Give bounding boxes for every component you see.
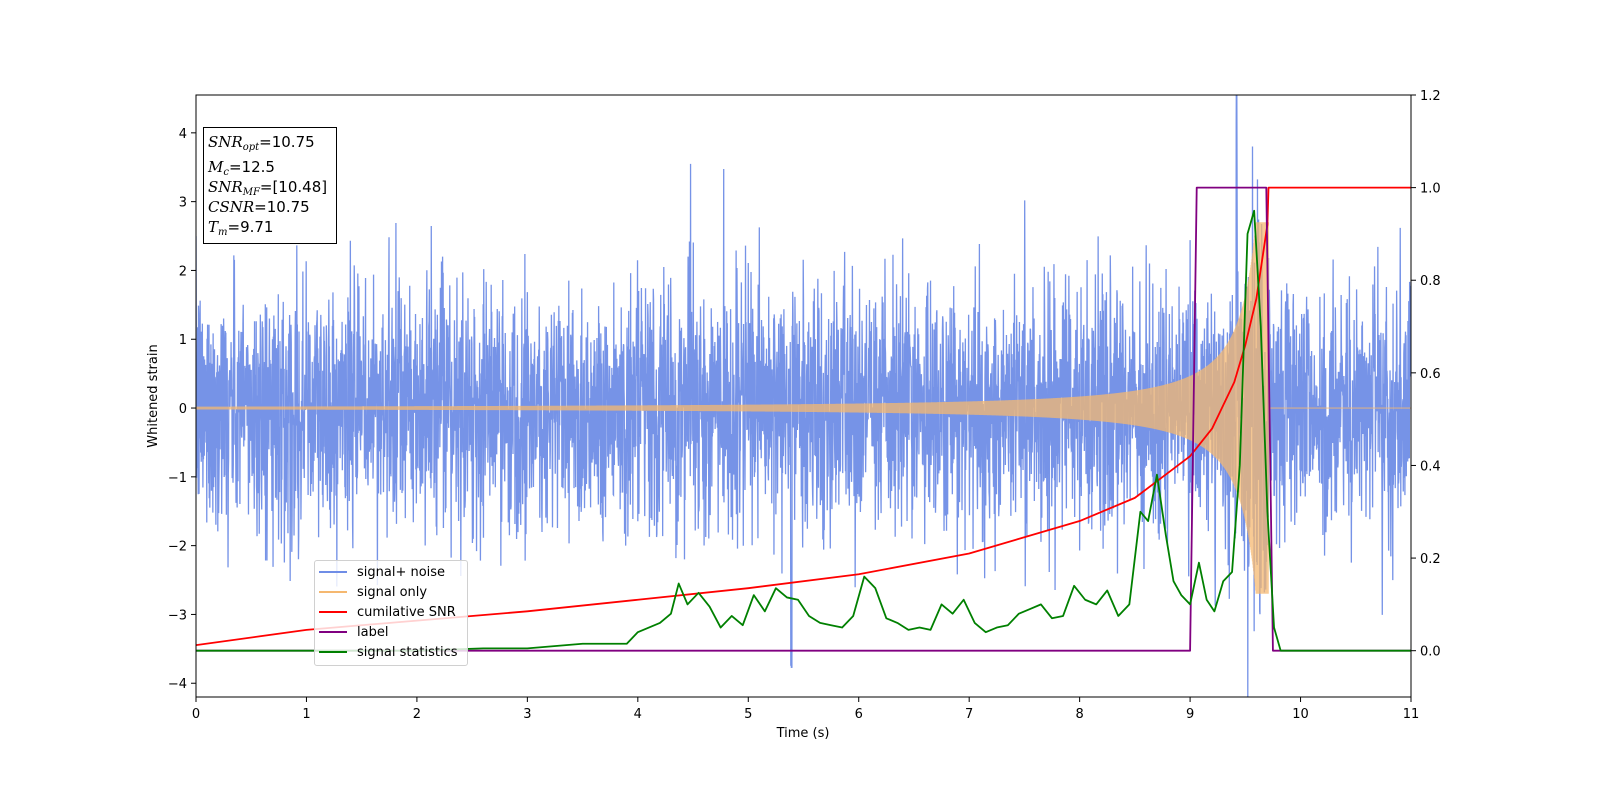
- y-tick-label: 0: [179, 402, 187, 417]
- legend-item-cumulative-snr: cumilative SNR: [319, 602, 456, 622]
- snr-opt-line: SNRopt=10.75: [208, 133, 315, 153]
- y2-tick-label: 0.0: [1420, 645, 1441, 660]
- series-signal-noise: [196, 95, 1411, 697]
- x-tick-label: 9: [1186, 707, 1194, 722]
- y-tick-label: −1: [168, 471, 187, 486]
- legend-label: cumilative SNR: [357, 604, 456, 620]
- y2-tick-label: 0.4: [1420, 459, 1441, 474]
- snr-mf-line: SNRMF=[10.48]: [208, 178, 328, 198]
- legend-swatch: [319, 611, 347, 613]
- y-tick-label: 3: [179, 196, 187, 211]
- y-axis-label: Whitened strain: [146, 344, 161, 447]
- y-tick-label: 2: [179, 264, 187, 279]
- legend-item-signal-statistics: signal statistics: [319, 642, 458, 662]
- legend-label: label: [357, 624, 389, 640]
- legend-item-signal-noise: signal+ noise: [319, 562, 445, 582]
- legend: signal+ noise signal only cumilative SNR…: [314, 560, 468, 666]
- csnr-line: CSNR=10.75: [208, 198, 310, 216]
- legend-swatch: [319, 591, 347, 593]
- mc-line: Mc=12.5: [208, 158, 275, 178]
- plot-frame: [195, 94, 1412, 698]
- y2-tick-label: 0.8: [1420, 274, 1441, 289]
- x-tick-label: 4: [634, 707, 642, 722]
- legend-swatch: [319, 631, 347, 633]
- y2-tick-label: 1.0: [1420, 182, 1441, 197]
- tm-line: Tm=9.71: [208, 218, 274, 238]
- legend-swatch: [319, 651, 347, 653]
- y-tick-label: −3: [168, 608, 187, 623]
- y2-tick-label: 0.2: [1420, 552, 1441, 567]
- x-tick-label: 7: [965, 707, 973, 722]
- x-tick-label: 1: [302, 707, 310, 722]
- y-tick-label: 1: [179, 333, 187, 348]
- stats-annotation-box: SNRopt=10.75 Mc=12.5 SNRMF=[10.48] CSNR=…: [203, 127, 337, 244]
- x-tick-label: 10: [1292, 707, 1309, 722]
- x-tick-label: 8: [1075, 707, 1083, 722]
- y-tick-label: 4: [179, 127, 187, 142]
- x-axis-label: Time (s): [776, 726, 830, 741]
- x-tick-label: 3: [523, 707, 531, 722]
- legend-swatch: [319, 571, 347, 573]
- x-tick-label: 0: [192, 707, 200, 722]
- series-signal-only: [196, 222, 1411, 594]
- series-signal-statistics: [196, 209, 1411, 652]
- legend-item-label: label: [319, 622, 388, 642]
- x-tick-label: 2: [413, 707, 421, 722]
- legend-label: signal only: [357, 584, 428, 600]
- legend-item-signal-only: signal only: [319, 582, 427, 602]
- x-tick-label: 11: [1403, 707, 1420, 722]
- x-tick-label: 6: [855, 707, 863, 722]
- legend-label: signal statistics: [357, 644, 458, 660]
- y2-tick-label: 0.6: [1420, 367, 1441, 382]
- x-tick-label: 5: [744, 707, 752, 722]
- y-tick-label: −2: [168, 540, 187, 555]
- legend-label: signal+ noise: [357, 564, 446, 580]
- y2-tick-label: 1.2: [1420, 89, 1441, 104]
- y-tick-label: −4: [168, 677, 187, 692]
